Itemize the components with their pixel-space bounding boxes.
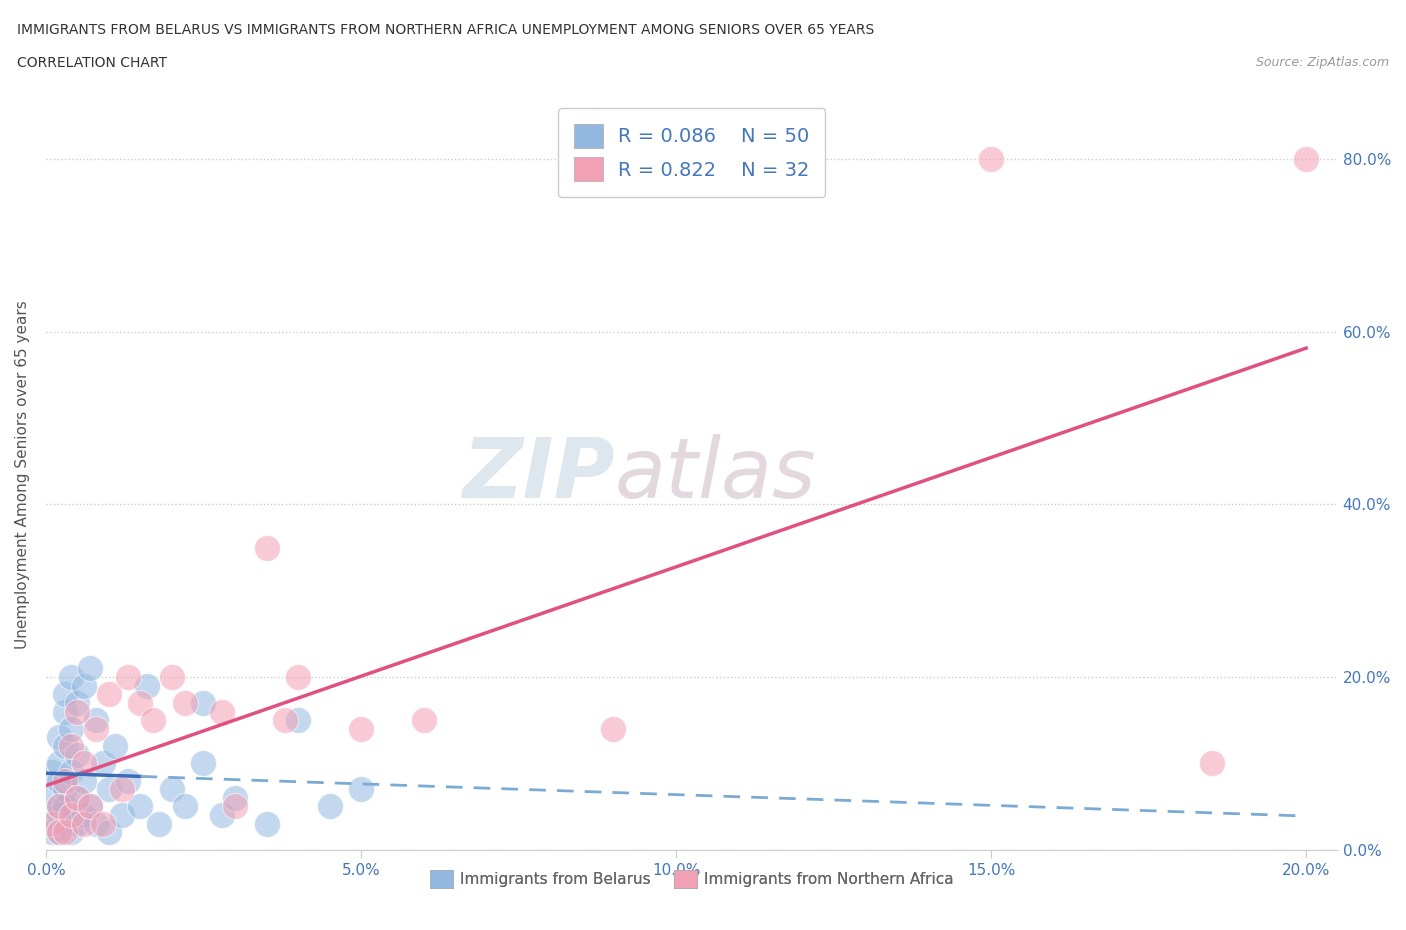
Point [41, 817, 63, 831]
Point [117, 773, 139, 788]
Point [48, 825, 70, 840]
Point [60, 764, 83, 779]
Point [41, 817, 63, 831]
Point [224, 799, 246, 814]
Point [211, 807, 233, 822]
Point [60, 722, 83, 737]
Point [91, 817, 114, 831]
Point [211, 704, 233, 719]
Point [53, 782, 76, 797]
Point [160, 782, 183, 797]
Point [53, 799, 76, 814]
Text: CORRELATION CHART: CORRELATION CHART [17, 56, 167, 70]
Point [173, 696, 195, 711]
Point [53, 773, 76, 788]
Point [318, 799, 340, 814]
Point [41, 790, 63, 805]
Point [60, 670, 83, 684]
Y-axis label: Unemployment Among Seniors over 65 years: Unemployment Among Seniors over 65 years [15, 299, 30, 648]
Point [98, 825, 121, 840]
Point [73, 773, 96, 788]
Point [110, 807, 132, 822]
Point [193, 756, 215, 771]
Point [142, 712, 165, 727]
Point [256, 540, 278, 555]
Point [173, 799, 195, 814]
Point [104, 738, 127, 753]
Point [53, 704, 76, 719]
Point [129, 696, 152, 711]
Point [66, 747, 89, 762]
Point [60, 825, 83, 840]
Point [53, 817, 76, 831]
Point [66, 817, 89, 831]
Point [48, 807, 70, 822]
Point [48, 825, 70, 840]
Point [413, 712, 436, 727]
Point [79, 799, 101, 814]
Point [148, 817, 170, 831]
Point [98, 782, 121, 797]
Point [224, 790, 246, 805]
Point [60, 738, 83, 753]
Point [48, 799, 70, 814]
Point [1295, 152, 1317, 166]
Point [48, 773, 70, 788]
Point [117, 670, 139, 684]
Point [91, 756, 114, 771]
Legend: Immigrants from Belarus, Immigrants from Northern Africa: Immigrants from Belarus, Immigrants from… [423, 864, 960, 895]
Point [41, 825, 63, 840]
Point [350, 782, 373, 797]
Point [129, 799, 152, 814]
Point [79, 799, 101, 814]
Point [79, 661, 101, 676]
Point [73, 678, 96, 693]
Point [48, 799, 70, 814]
Point [980, 152, 1002, 166]
Point [66, 790, 89, 805]
Point [110, 782, 132, 797]
Point [73, 817, 96, 831]
Point [256, 817, 278, 831]
Point [66, 790, 89, 805]
Point [73, 807, 96, 822]
Point [274, 712, 297, 727]
Point [287, 670, 309, 684]
Text: atlas: atlas [614, 433, 815, 514]
Point [86, 712, 108, 727]
Point [41, 764, 63, 779]
Point [193, 696, 215, 711]
Point [60, 807, 83, 822]
Text: ZIP: ZIP [461, 433, 614, 514]
Point [48, 730, 70, 745]
Point [73, 756, 96, 771]
Point [135, 678, 157, 693]
Point [53, 738, 76, 753]
Point [1201, 756, 1223, 771]
Point [98, 687, 121, 702]
Point [66, 696, 89, 711]
Point [53, 687, 76, 702]
Point [287, 712, 309, 727]
Point [53, 825, 76, 840]
Text: Source: ZipAtlas.com: Source: ZipAtlas.com [1256, 56, 1389, 69]
Point [160, 670, 183, 684]
Point [350, 722, 373, 737]
Point [66, 704, 89, 719]
Text: IMMIGRANTS FROM BELARUS VS IMMIGRANTS FROM NORTHERN AFRICA UNEMPLOYMENT AMONG SE: IMMIGRANTS FROM BELARUS VS IMMIGRANTS FR… [17, 23, 875, 37]
Point [602, 722, 624, 737]
Point [86, 722, 108, 737]
Point [48, 756, 70, 771]
Point [86, 817, 108, 831]
